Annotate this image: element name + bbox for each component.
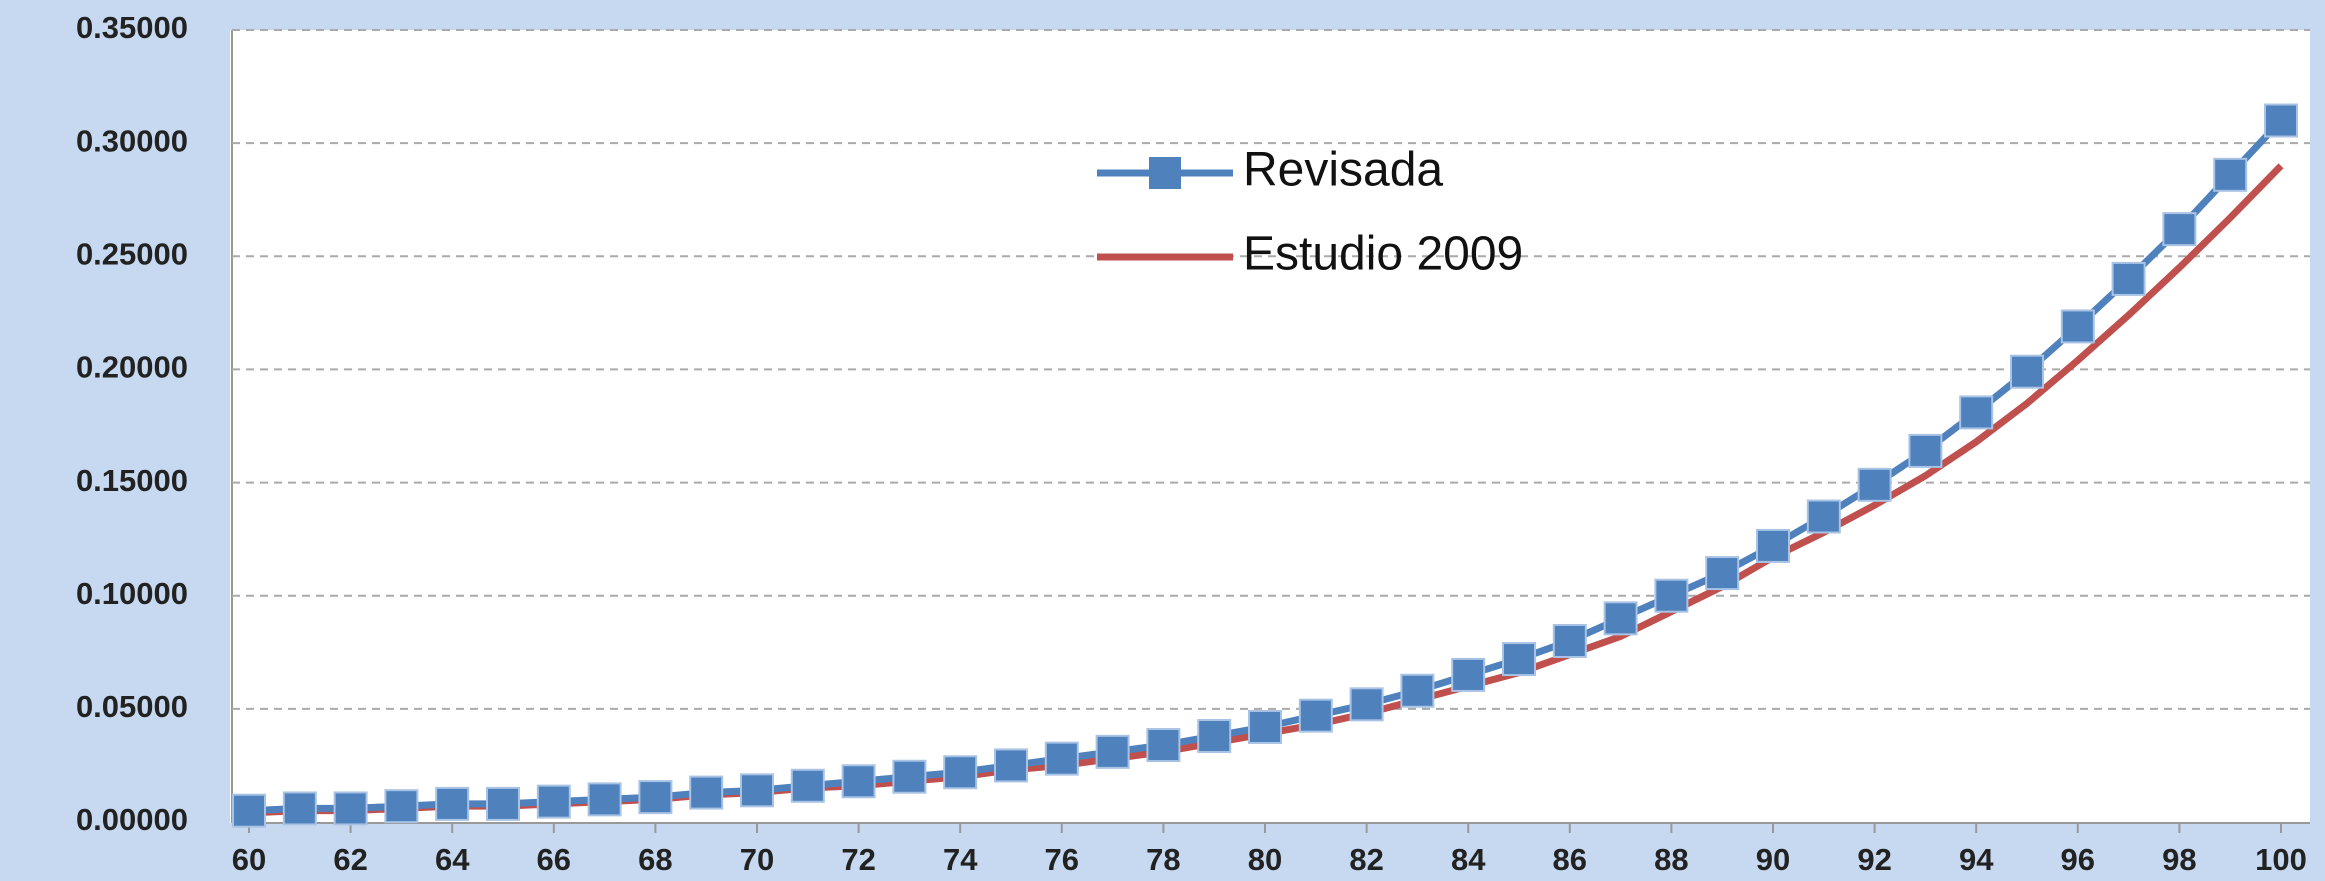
marker bbox=[2060, 309, 2095, 344]
marker bbox=[333, 791, 368, 826]
legend-label: Revisada bbox=[1243, 144, 1443, 197]
y-tick-label: 0.25000 bbox=[76, 236, 188, 271]
marker bbox=[1298, 698, 1333, 733]
marker bbox=[587, 782, 622, 817]
x-tick-label: 76 bbox=[1045, 842, 1079, 877]
marker bbox=[486, 786, 520, 821]
y-tick-label: 0.05000 bbox=[76, 689, 188, 724]
marker bbox=[1603, 601, 1638, 636]
marker bbox=[790, 768, 825, 803]
marker bbox=[1349, 687, 1384, 722]
x-tick-label: 66 bbox=[537, 842, 571, 877]
marker bbox=[638, 780, 673, 815]
marker bbox=[1095, 734, 1130, 769]
y-tick-label: 0.35000 bbox=[76, 10, 188, 45]
x-tick-label: 78 bbox=[1146, 842, 1180, 877]
x-tick-label: 96 bbox=[2061, 842, 2095, 877]
marker bbox=[2264, 103, 2298, 138]
marker bbox=[689, 775, 724, 810]
marker bbox=[282, 791, 317, 826]
x-tick-label: 74 bbox=[943, 842, 978, 877]
x-tick-label: 72 bbox=[841, 842, 875, 877]
x-tick-label: 80 bbox=[1248, 842, 1282, 877]
marker bbox=[2111, 261, 2146, 296]
x-tick-label: 60 bbox=[232, 842, 266, 877]
y-tick-label: 0.20000 bbox=[76, 350, 188, 385]
x-tick-label: 70 bbox=[740, 842, 774, 877]
marker bbox=[1248, 709, 1282, 744]
marker bbox=[841, 764, 876, 799]
x-tick-label: 82 bbox=[1349, 842, 1383, 877]
marker bbox=[1857, 467, 1892, 502]
marker bbox=[892, 759, 927, 794]
x-tick-label: 62 bbox=[333, 842, 367, 877]
y-tick-label: 0.10000 bbox=[76, 576, 188, 611]
y-tick-label: 0.30000 bbox=[76, 123, 188, 158]
x-tick-label: 92 bbox=[1857, 842, 1891, 877]
marker bbox=[384, 789, 419, 824]
marker bbox=[1959, 395, 1994, 430]
x-tick-label: 84 bbox=[1451, 842, 1486, 877]
marker bbox=[1044, 741, 1079, 776]
marker bbox=[1146, 728, 1181, 763]
x-tick-label: 64 bbox=[435, 842, 470, 877]
marker bbox=[1756, 528, 1790, 563]
marker bbox=[994, 748, 1028, 783]
x-tick-label: 68 bbox=[638, 842, 672, 877]
marker bbox=[1400, 673, 1435, 708]
x-tick-label: 90 bbox=[1756, 842, 1790, 877]
marker bbox=[2162, 212, 2197, 247]
y-tick-label: 0.00000 bbox=[76, 802, 188, 837]
legend-marker bbox=[1149, 157, 1181, 189]
x-tick-label: 100 bbox=[2255, 842, 2307, 877]
x-tick-label: 88 bbox=[1654, 842, 1688, 877]
marker bbox=[740, 773, 774, 808]
marker bbox=[1502, 642, 1536, 677]
marker bbox=[2010, 354, 2044, 389]
marker bbox=[1451, 657, 1486, 692]
marker bbox=[1197, 719, 1232, 754]
x-tick-label: 86 bbox=[1553, 842, 1587, 877]
x-tick-label: 94 bbox=[1959, 842, 1994, 877]
marker bbox=[1806, 499, 1841, 534]
marker bbox=[1552, 623, 1587, 658]
marker bbox=[232, 793, 266, 828]
x-tick-label: 98 bbox=[2162, 842, 2196, 877]
y-tick-label: 0.15000 bbox=[76, 463, 188, 498]
marker bbox=[536, 784, 571, 819]
marker bbox=[435, 786, 470, 821]
marker bbox=[2213, 157, 2248, 192]
marker bbox=[1908, 433, 1943, 468]
marker bbox=[943, 755, 978, 790]
marker bbox=[1705, 556, 1740, 591]
legend-label: Estudio 2009 bbox=[1243, 228, 1523, 281]
marker bbox=[1654, 578, 1689, 613]
